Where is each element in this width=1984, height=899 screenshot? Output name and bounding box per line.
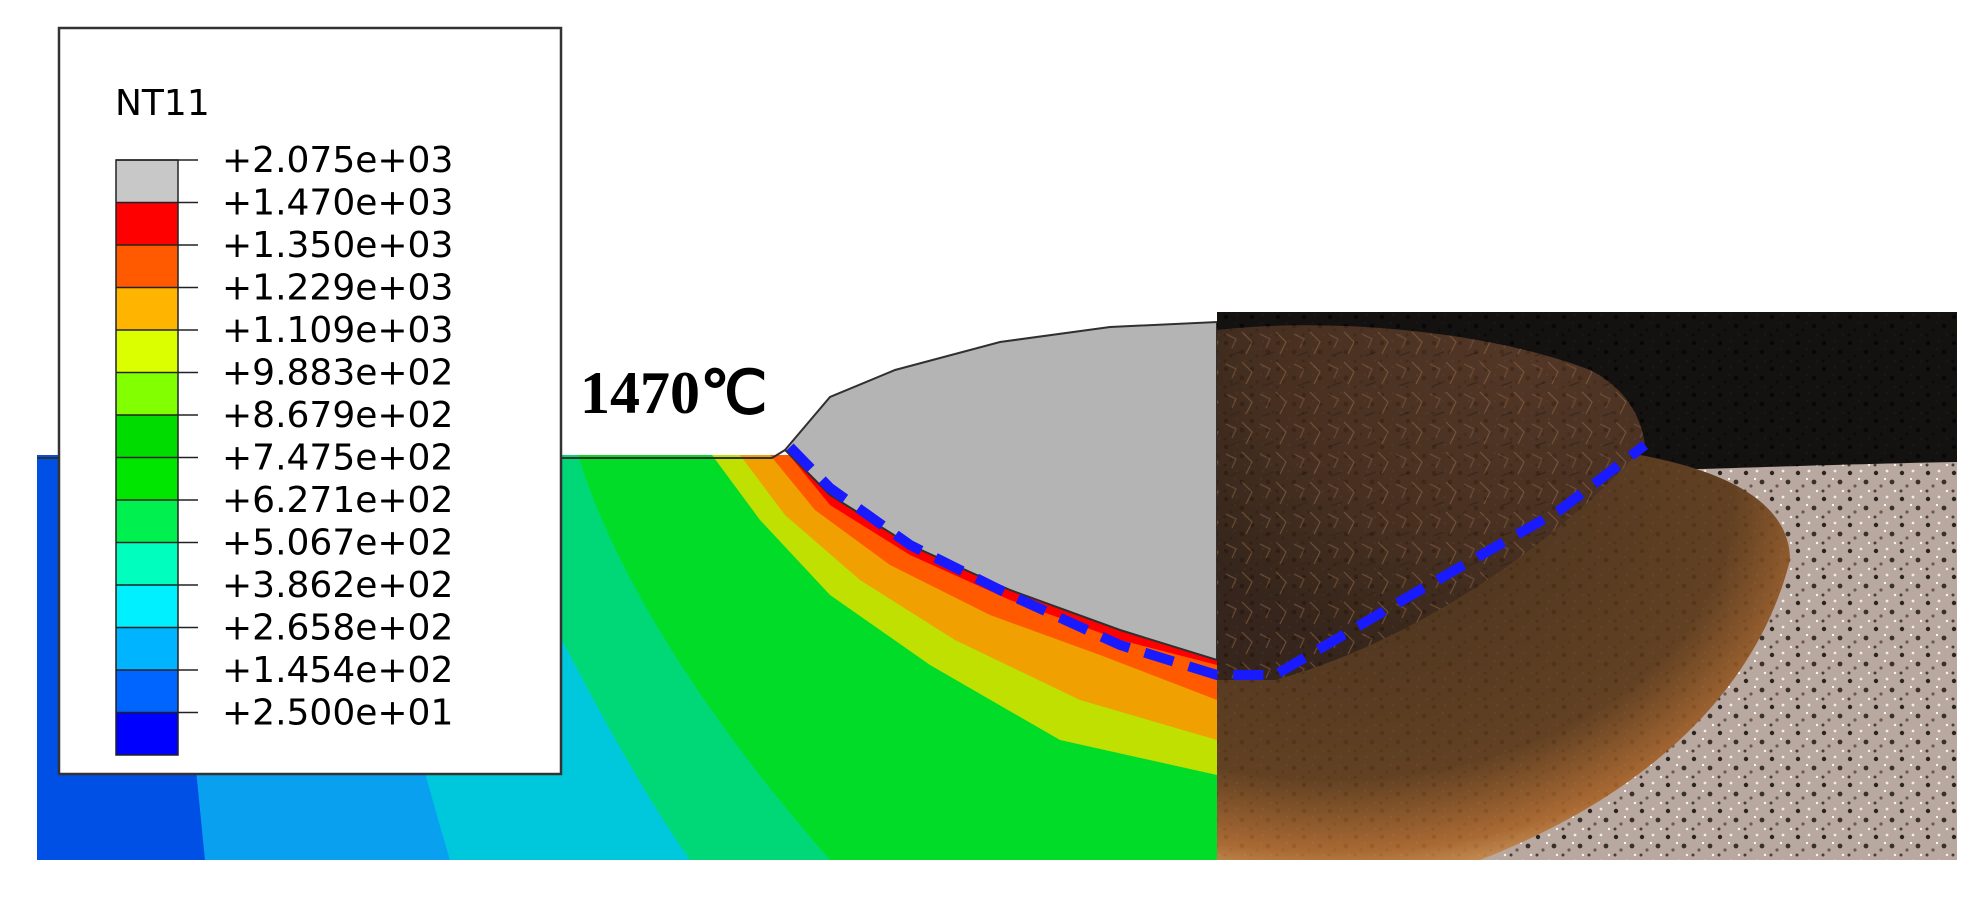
legend-band bbox=[116, 202, 178, 245]
legend-level-label: +5.067e+02 bbox=[222, 523, 453, 564]
legend-level-label: +9.883e+02 bbox=[222, 353, 453, 394]
legend-band bbox=[116, 627, 178, 670]
legend-level-label: +6.271e+02 bbox=[222, 480, 453, 521]
legend-band bbox=[116, 500, 178, 543]
legend-ticks bbox=[116, 159, 198, 714]
legend-level-label: +1.470e+03 bbox=[222, 183, 453, 224]
legend-level-label: +2.500e+01 bbox=[222, 693, 453, 734]
legend-level-label: +2.658e+02 bbox=[222, 608, 453, 649]
legend-band bbox=[116, 457, 178, 500]
legend-level-label: +7.475e+02 bbox=[222, 438, 453, 479]
legend-band bbox=[116, 330, 178, 373]
legend-band bbox=[116, 585, 178, 628]
legend-title: NT11 bbox=[115, 83, 210, 124]
legend-level-label: +1.350e+03 bbox=[222, 225, 453, 266]
temperature-legend: NT11 +2.075e+03+1.470e+03+1.350e+03+1.22… bbox=[57, 26, 563, 776]
legend-band bbox=[116, 287, 178, 330]
weld-micrograph bbox=[1217, 312, 1957, 860]
legend-level-label: +2.075e+03 bbox=[222, 140, 453, 181]
micrograph-noise bbox=[1217, 312, 1957, 860]
legend-band bbox=[116, 542, 178, 585]
legend-level-label: +1.229e+03 bbox=[222, 268, 453, 309]
legend-band bbox=[116, 712, 178, 755]
legend-level-label: +1.109e+03 bbox=[222, 310, 453, 351]
isotherm-label: 1470℃ bbox=[580, 360, 767, 426]
legend-band bbox=[116, 415, 178, 458]
legend-level-label: +8.679e+02 bbox=[222, 395, 453, 436]
legend-band bbox=[116, 372, 178, 415]
legend-band bbox=[116, 245, 178, 288]
legend-band bbox=[116, 160, 178, 203]
legend-level-label: +3.862e+02 bbox=[222, 565, 453, 606]
legend-level-label: +1.454e+02 bbox=[222, 650, 453, 691]
legend-labels: +2.075e+03+1.470e+03+1.350e+03+1.229e+03… bbox=[222, 140, 453, 734]
legend-band bbox=[116, 670, 178, 713]
fusion-boundary-dashed-line bbox=[786, 441, 1649, 680]
